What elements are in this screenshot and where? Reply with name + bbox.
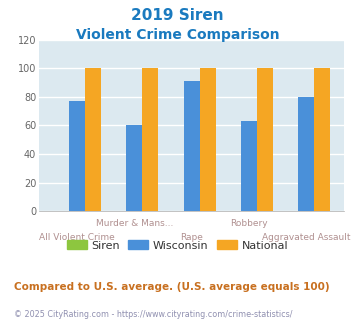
- Text: Robbery: Robbery: [230, 219, 268, 228]
- Bar: [315, 68, 331, 211]
- Bar: [241, 121, 257, 211]
- Bar: [69, 101, 85, 211]
- Bar: [126, 125, 142, 211]
- Bar: [257, 68, 273, 211]
- Text: © 2025 CityRating.com - https://www.cityrating.com/crime-statistics/: © 2025 CityRating.com - https://www.city…: [14, 310, 293, 319]
- Text: Murder & Mans...: Murder & Mans...: [95, 219, 173, 228]
- Legend: Siren, Wisconsin, National: Siren, Wisconsin, National: [62, 236, 293, 255]
- Text: Aggravated Assault: Aggravated Assault: [262, 233, 351, 242]
- Bar: [184, 81, 200, 211]
- Text: All Violent Crime: All Violent Crime: [39, 233, 115, 242]
- Text: Rape: Rape: [180, 233, 203, 242]
- Text: Compared to U.S. average. (U.S. average equals 100): Compared to U.S. average. (U.S. average …: [14, 282, 330, 292]
- Bar: [298, 97, 315, 211]
- Text: 2019 Siren: 2019 Siren: [131, 8, 224, 23]
- Bar: [142, 68, 158, 211]
- Bar: [200, 68, 216, 211]
- Text: Violent Crime Comparison: Violent Crime Comparison: [76, 28, 279, 42]
- Bar: [85, 68, 101, 211]
